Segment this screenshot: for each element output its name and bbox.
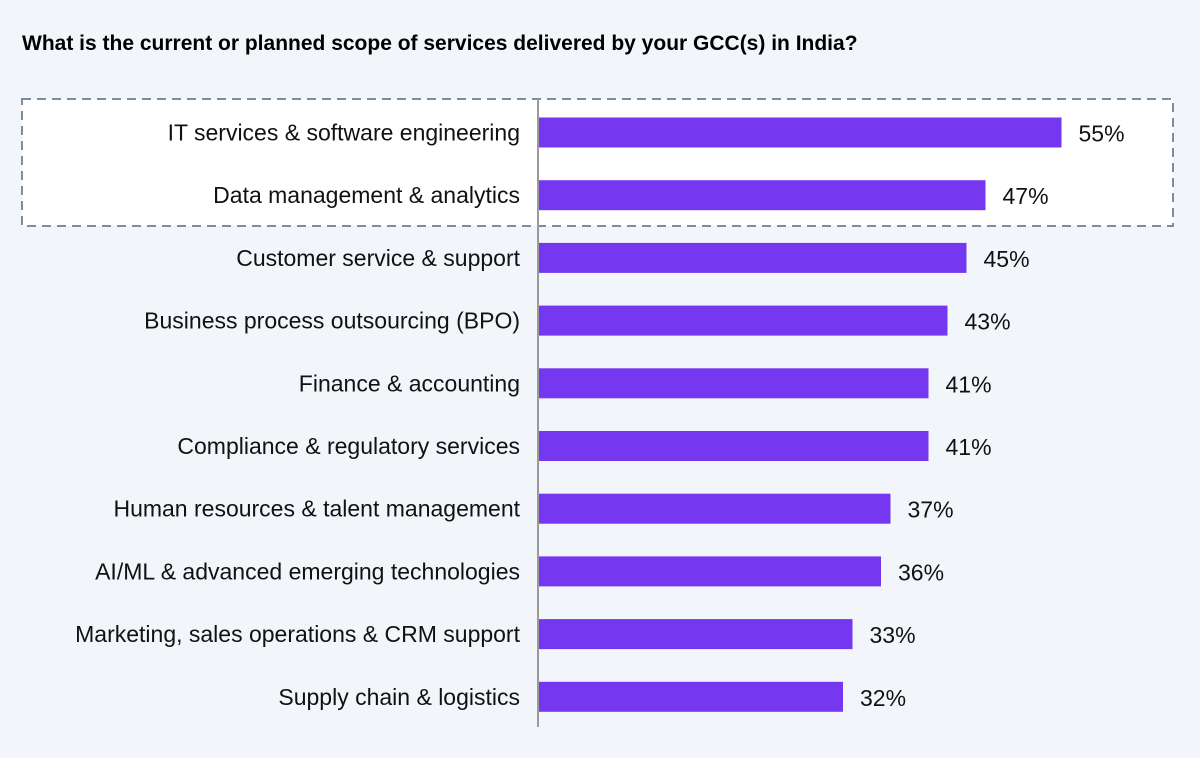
value-label: 41% — [946, 434, 992, 460]
value-label: 37% — [908, 497, 954, 523]
value-label: 32% — [860, 685, 906, 711]
value-label: 33% — [870, 622, 916, 648]
chart-title: What is the current or planned scope of … — [22, 32, 858, 55]
category-label: Data management & analytics — [213, 182, 520, 208]
category-label: Business process outsourcing (BPO) — [144, 308, 520, 334]
bar — [539, 242, 967, 273]
bar — [539, 556, 881, 587]
category-label: Marketing, sales operations & CRM suppor… — [75, 621, 520, 647]
bar — [539, 305, 948, 336]
value-label: 41% — [946, 371, 992, 397]
bar — [539, 619, 853, 650]
bar — [539, 681, 843, 712]
category-label: IT services & software engineering — [168, 120, 520, 146]
value-label: 47% — [1003, 183, 1049, 209]
category-label: Customer service & support — [236, 245, 520, 271]
bar — [539, 117, 1062, 148]
category-label: AI/ML & advanced emerging technologies — [95, 558, 520, 584]
bar — [539, 180, 986, 211]
value-label: 43% — [965, 309, 1011, 335]
category-label: Finance & accounting — [299, 370, 520, 396]
bar — [539, 493, 891, 524]
value-label: 55% — [1079, 121, 1125, 147]
value-label: 45% — [984, 246, 1030, 272]
category-label: Human resources & talent management — [113, 496, 520, 522]
value-label: 36% — [898, 559, 944, 585]
category-label: Supply chain & logistics — [278, 684, 520, 710]
bar — [539, 431, 929, 461]
bar — [539, 368, 929, 399]
category-label: Compliance & regulatory services — [177, 433, 520, 459]
